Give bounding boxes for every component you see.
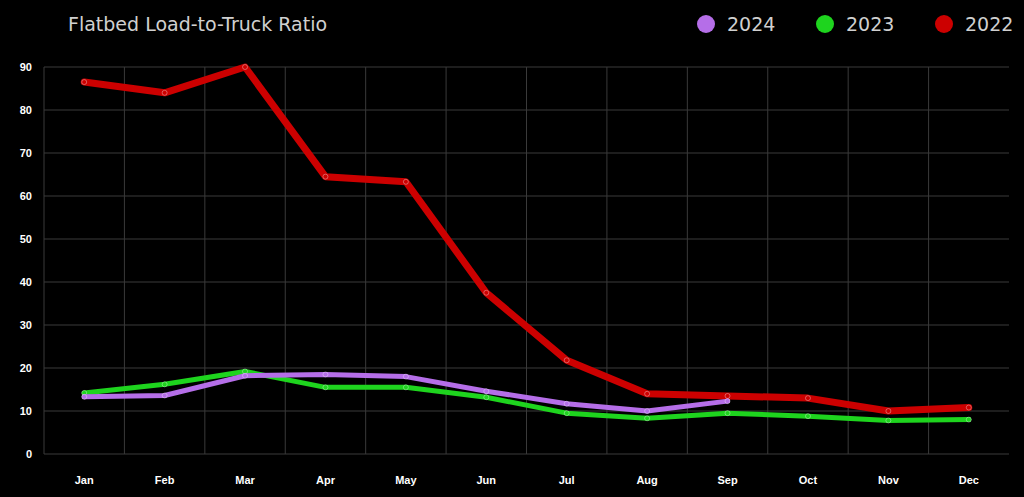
series-point [323,372,328,377]
series-point [484,290,489,295]
grid [44,67,1009,454]
series-line [84,67,969,411]
series-point [82,80,87,85]
series-point [564,358,569,363]
series-point [162,393,167,398]
series-point [243,65,248,70]
series-point [323,174,328,179]
series-line [84,371,969,420]
y-tick-label: 50 [20,233,32,245]
x-tick-label: Feb [155,474,175,486]
grid-line-vertical [446,67,447,454]
x-tick-label: Jan [75,474,94,486]
grid-line-vertical [848,67,849,454]
y-tick-label: 60 [20,190,32,202]
y-tick-label: 30 [20,319,32,331]
x-tick-label: Sep [717,474,737,486]
y-tick-label: 10 [20,405,32,417]
grid-line-vertical [928,67,929,454]
series-point [725,399,730,404]
legend-label: 2024 [727,13,775,35]
series-line [84,374,727,411]
x-tick-label: Aug [636,474,657,486]
legend: 2024 2023 2022 [697,13,1013,35]
legend-label: 2022 [965,13,1013,35]
x-tick-label: Mar [235,474,255,486]
series-point [403,385,408,390]
background [0,0,1024,497]
legend-swatch [697,15,715,33]
legend-label: 2023 [846,13,894,35]
series-point [82,394,87,399]
series-point [403,179,408,184]
series-point [805,414,810,419]
series-point [243,373,248,378]
series-point [403,374,408,379]
series-point [805,396,810,401]
legend-swatch [816,15,834,33]
series-point [886,418,891,423]
y-tick-label: 90 [20,61,32,73]
series-point [966,405,971,410]
series-point [886,409,891,414]
legend-swatch [935,15,953,33]
x-tick-label: Apr [316,474,336,486]
series-point [484,395,489,400]
series-point [564,411,569,416]
x-tick-label: Dec [959,474,979,486]
chart: 0 10 20 30 40 50 60 70 80 90 Jan Feb Mar Apr May Jun Jul… [0,0,1024,497]
series-point [645,409,650,414]
series-point [564,401,569,406]
series-point [162,90,167,95]
grid-line-vertical [606,67,607,454]
series-point [484,389,489,394]
series-point [725,393,730,398]
series-point [725,411,730,416]
series-point [966,417,971,422]
x-tick-label: Jul [559,474,575,486]
x-tick-label: Jun [477,474,497,486]
x-tick-label: Nov [878,474,900,486]
grid-line-vertical [365,67,366,454]
y-tick-label: 80 [20,104,32,116]
series-point [645,391,650,396]
series-point [323,385,328,390]
y-tick-label: 20 [20,362,32,374]
grid-line-vertical [204,67,205,454]
plot-area [82,65,972,423]
x-tick-label: Oct [799,474,818,486]
y-axis-line [44,67,45,454]
x-tick-label: May [395,474,417,486]
y-tick-label: 70 [20,147,32,159]
title: Flatbed Load-to-Truck Ratio [68,13,327,35]
series-point [645,416,650,421]
series-point [162,382,167,387]
y-tick-label: 0 [26,448,32,460]
y-tick-label: 40 [20,276,32,288]
